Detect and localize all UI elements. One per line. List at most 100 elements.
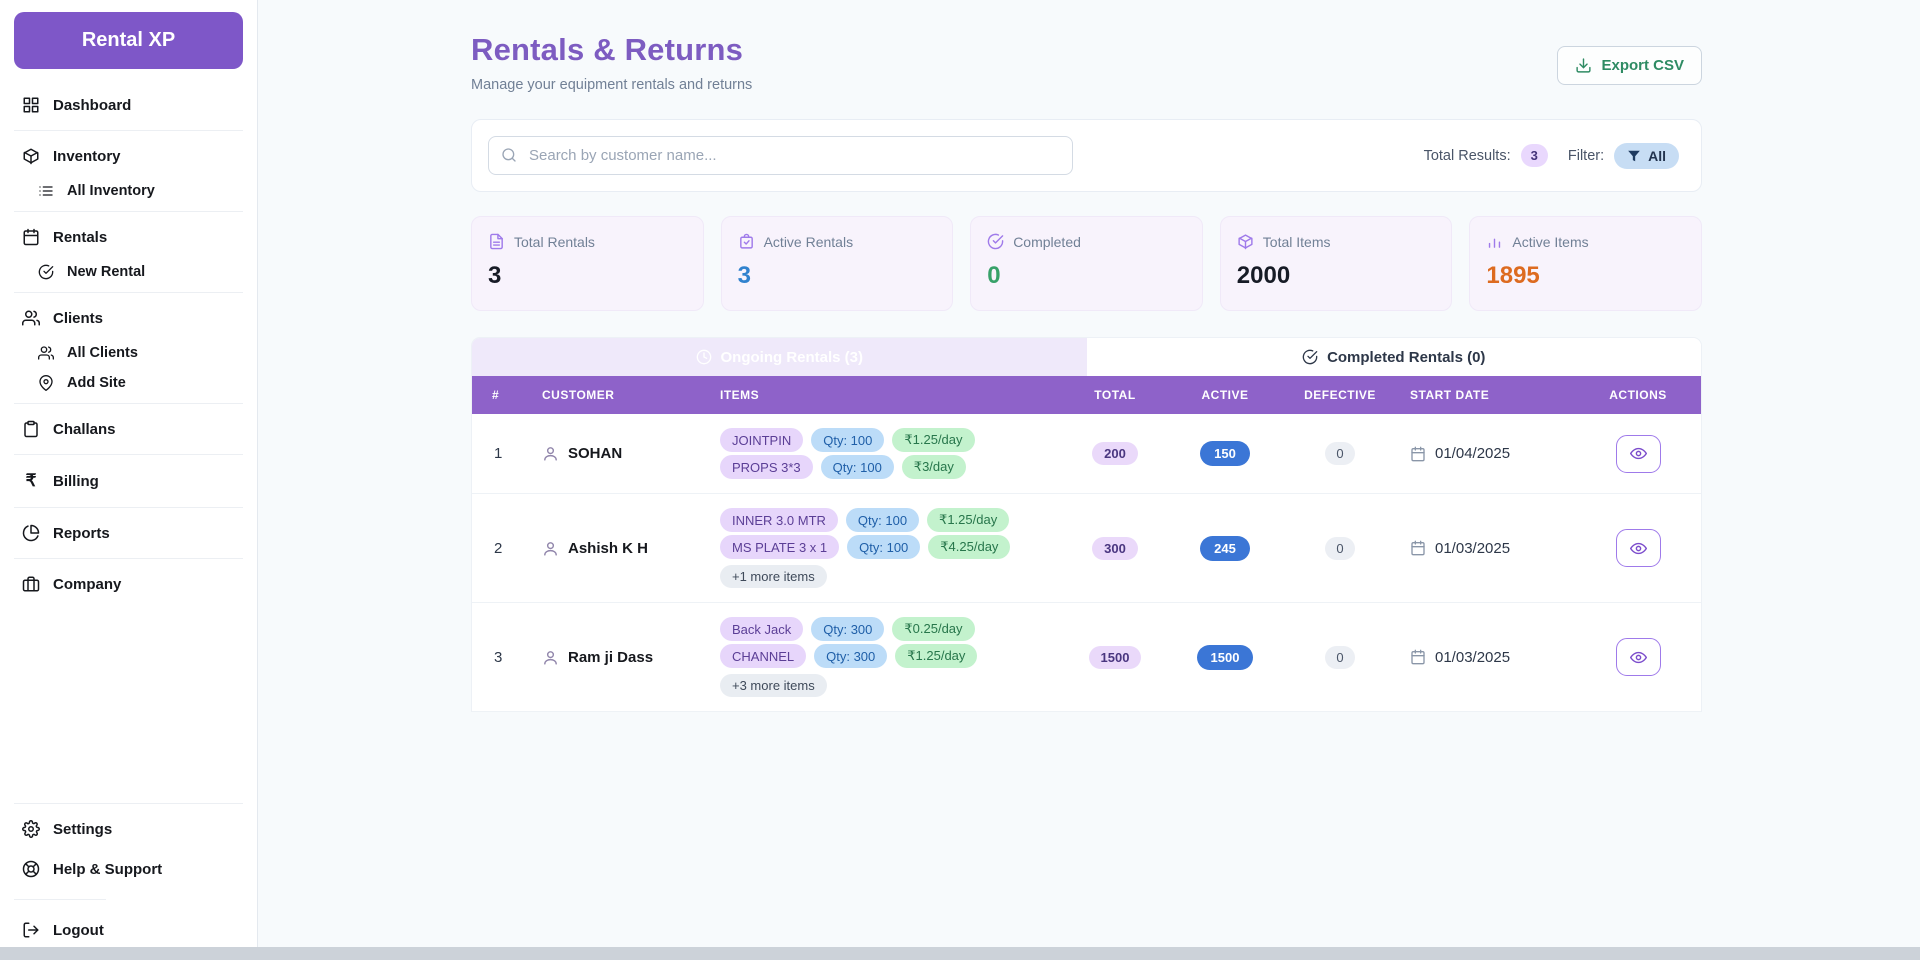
log-out-icon (23, 922, 39, 938)
view-rental-button[interactable] (1615, 638, 1661, 676)
total-badge: 300 (1092, 536, 1138, 560)
sidebar-item-all-inventory[interactable]: All Inventory (30, 176, 243, 206)
sidebar-item-label: Logout (53, 921, 104, 939)
stat-label: Total Items (1262, 233, 1331, 250)
sidebar-item-company[interactable]: Company (14, 564, 243, 604)
column-header: ACTIVE (1201, 388, 1249, 402)
stat-value: 1895 (1486, 262, 1540, 289)
tab-label: Completed Rentals (0) (1327, 348, 1486, 366)
sidebar-item-label: Add Site (67, 375, 126, 391)
divider (14, 292, 243, 293)
tab-completed-rentals[interactable]: Completed Rentals (0) (1086, 338, 1701, 376)
sidebar-item-billing[interactable]: ₹ Billing (14, 460, 243, 502)
item-name-pill: CHANNEL (720, 644, 807, 668)
sidebar-item-help-support[interactable]: Help & Support (14, 849, 243, 889)
eye-icon (1629, 651, 1647, 663)
column-header: START DATE (1410, 388, 1490, 402)
filter-value: All (1648, 147, 1666, 164)
sidebar-item-dashboard[interactable]: Dashboard (14, 85, 243, 125)
item-qty-pill: Qty: 300 (811, 617, 885, 641)
view-rental-button[interactable] (1615, 434, 1661, 473)
sidebar-item-label: Help & Support (53, 860, 163, 878)
funnel-icon (1628, 150, 1640, 161)
stat-card-completed: Completed 0 (970, 216, 1203, 311)
divider (14, 211, 243, 212)
stat-card-active-rentals: Active Rentals 3 (720, 216, 954, 311)
sidebar-item-label: Rentals (53, 228, 108, 246)
sidebar-item-reports[interactable]: Reports (14, 513, 243, 553)
column-header: ITEMS (720, 388, 760, 402)
active-badge: 150 (1200, 441, 1250, 466)
page-title: Rentals & Returns (471, 32, 744, 67)
calendar-icon (23, 228, 39, 246)
row-number: 2 (494, 539, 503, 557)
sidebar-item-label: New Rental (67, 264, 146, 280)
sidebar-item-add-site[interactable]: Add Site (30, 368, 243, 398)
divider (14, 507, 243, 508)
item-name-pill: MS PLATE 3 x 1 (720, 535, 840, 559)
active-badge: 1500 (1196, 644, 1254, 670)
check-circle-icon (38, 264, 54, 280)
check-circle-icon (1302, 349, 1318, 365)
sidebar-item-rentals[interactable]: Rentals (14, 217, 243, 257)
stat-card-total-rentals: Total Rentals 3 (471, 216, 704, 311)
sidebar-item-clients[interactable]: Clients (14, 298, 243, 338)
stat-value: 3 (737, 262, 751, 289)
tab-ongoing-rentals[interactable]: Ongoing Rentals (3) (472, 338, 1087, 376)
sidebar-item-label: Company (53, 575, 122, 593)
defective-badge: 0 (1325, 536, 1355, 560)
sidebar-item-settings[interactable]: Settings (14, 809, 243, 849)
column-header: ACTIONS (1609, 388, 1667, 402)
search-input[interactable] (488, 136, 1073, 175)
person-icon (544, 447, 557, 461)
search-icon (502, 148, 516, 162)
sidebar-item-label: All Inventory (67, 183, 155, 199)
more-items-pill[interactable]: +1 more items (720, 565, 827, 588)
sidebar-item-new-rental[interactable]: New Rental (30, 257, 243, 287)
stat-card-total-items: Total Items 2000 (1219, 216, 1453, 311)
item-rate-pill: ₹3/day (901, 455, 966, 479)
divider (14, 454, 243, 455)
filter-all-button[interactable]: All (1614, 142, 1679, 169)
item-name-pill: JOINTPIN (720, 428, 804, 452)
horizontal-scrollbar[interactable] (0, 947, 1920, 960)
box-icon (23, 148, 39, 165)
item-name-pill: INNER 3.0 MTR (720, 508, 838, 532)
sidebar-item-label: Clients (53, 309, 104, 327)
more-items-pill[interactable]: +3 more items (720, 674, 827, 697)
view-rental-button[interactable] (1615, 529, 1661, 567)
filter-label: Filter: (1567, 147, 1605, 164)
dashboard-grid-icon (23, 97, 39, 113)
page-subtitle: Manage your equipment rentals and return… (471, 77, 753, 93)
item-rate-pill: ₹1.25/day (927, 508, 1010, 532)
list-icon (39, 186, 53, 196)
item-qty-pill: Qty: 100 (820, 455, 894, 479)
calendar-icon (1411, 540, 1425, 556)
stat-card-active-items: Active Items 1895 (1469, 216, 1702, 311)
item-qty-pill: Qty: 100 (811, 428, 885, 452)
sidebar-item-label: Settings (53, 820, 113, 838)
item-rate-pill: ₹4.25/day (928, 535, 1011, 559)
column-header: TOTAL (1094, 388, 1136, 402)
start-date: 01/03/2025 (1435, 539, 1511, 557)
export-csv-button[interactable]: Export CSV (1557, 46, 1702, 85)
stat-label: Completed (1013, 233, 1081, 250)
briefcase-icon (22, 576, 40, 592)
defective-badge: 0 (1325, 442, 1355, 465)
sidebar-item-inventory[interactable]: Inventory (14, 136, 243, 176)
app-logo[interactable]: Rental XP (14, 12, 243, 69)
stat-label: Active Rentals (763, 233, 854, 250)
sidebar-item-challans[interactable]: Challans (14, 409, 243, 449)
clock-icon (696, 349, 711, 365)
users-icon (22, 310, 40, 326)
start-date: 01/03/2025 (1435, 648, 1511, 666)
calendar-icon (1411, 446, 1425, 461)
sidebar-item-all-clients[interactable]: All Clients (30, 338, 243, 368)
person-icon (544, 541, 557, 556)
sidebar-item-logout[interactable]: Logout (14, 910, 243, 950)
customer-name: Ram ji Dass (568, 648, 654, 666)
eye-icon (1629, 542, 1647, 554)
item-qty-pill: Qty: 100 (845, 508, 920, 532)
stats-row: Total Rentals 3 Active Rentals 3 Complet… (471, 216, 1702, 311)
clipboard-icon (24, 420, 38, 438)
